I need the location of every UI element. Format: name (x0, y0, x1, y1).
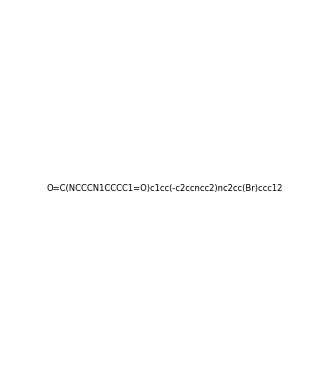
Text: O=C(NCCCN1CCCC1=O)c1cc(-c2ccncc2)nc2cc(Br)ccc12: O=C(NCCCN1CCCC1=O)c1cc(-c2ccncc2)nc2cc(B… (47, 184, 283, 193)
